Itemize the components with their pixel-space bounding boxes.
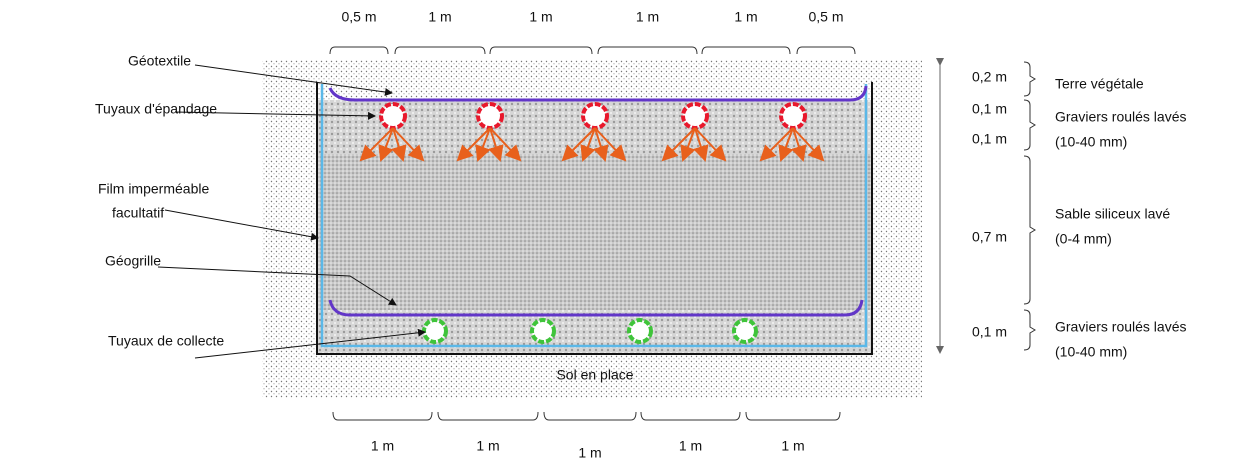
dimension-label: 1 m	[371, 438, 394, 454]
thickness-label: 0,2 m	[972, 69, 1007, 85]
component-label: Film imperméable	[98, 181, 209, 197]
dimension-bracket	[543, 411, 637, 421]
dimension-bracket	[489, 46, 593, 55]
dimension-bracket	[796, 46, 856, 55]
collect-pipe	[422, 318, 448, 344]
layer-bracket	[1023, 309, 1036, 351]
dimension-label: 1 m	[734, 9, 757, 25]
dimension-bracket	[329, 46, 389, 55]
layer-label: Terre végétale	[1055, 76, 1144, 92]
spray-pipe	[581, 102, 609, 130]
spray-arrow	[488, 127, 504, 162]
spray-arrow	[580, 127, 596, 162]
dimension-label: 1 m	[636, 9, 659, 25]
leader-line	[194, 328, 426, 359]
spray-arrow	[561, 127, 596, 162]
component-label: Géotextile	[128, 53, 191, 69]
spray-arrow	[693, 127, 709, 162]
layer-bracket	[1023, 99, 1036, 151]
excavation	[316, 82, 873, 355]
dimension-label: 1 m	[476, 438, 499, 454]
layer-label: Graviers roulés lavés	[1055, 109, 1187, 125]
spray-arrow	[456, 127, 491, 162]
spray-pipe	[779, 102, 807, 130]
leader-line	[194, 64, 393, 96]
spray-arrow	[593, 127, 609, 162]
component-label: Tuyaux de collecte	[108, 333, 224, 349]
dimension-label: 1 m	[781, 438, 804, 454]
collect-pipe	[627, 318, 653, 344]
leader-line	[174, 111, 376, 120]
content: 0,5 m 1 m 1 m 1 m 1 m 0,5 m 1 m 1 m 1 m 1 m 1 m Géo…	[95, 9, 1187, 461]
dimension-bracket	[394, 46, 486, 55]
spray-arrow	[489, 127, 522, 162]
spray-arrow	[392, 127, 425, 162]
dimension-label: 0,5 m	[341, 9, 376, 25]
layer-label: (10-40 mm)	[1055, 344, 1127, 360]
dimension-bracket	[597, 46, 698, 55]
dimension-bracket	[701, 46, 791, 55]
thickness-label: 0,7 m	[972, 229, 1007, 245]
dimension-label: 1 m	[428, 9, 451, 25]
film	[320, 84, 868, 348]
geogrid	[328, 299, 864, 317]
spray-pipe	[476, 102, 504, 130]
layer-bracket	[1023, 155, 1036, 305]
ground-label: Sol en place	[556, 367, 633, 383]
spray-arrow	[680, 127, 696, 162]
spray-pipe	[379, 102, 407, 130]
leader-line	[164, 209, 319, 241]
thickness-label: 0,1 m	[972, 101, 1007, 117]
spray-arrow	[792, 127, 825, 162]
spray-arrow	[661, 127, 696, 162]
geotextile	[328, 85, 868, 102]
dimension-label: 1 m	[679, 438, 702, 454]
dimension-bracket	[332, 411, 433, 421]
spray-arrow	[759, 127, 794, 162]
layer-label: (10-40 mm)	[1055, 134, 1127, 150]
component-label: Tuyaux d'épandage	[95, 101, 217, 117]
spray-arrow	[378, 127, 394, 162]
spray-arrow	[694, 127, 727, 162]
thickness-label: 0,1 m	[972, 324, 1007, 340]
topsoil	[317, 60, 872, 100]
dimension-label: 1 m	[529, 9, 552, 25]
dimension-bracket	[437, 411, 539, 421]
component-label: facultatif	[112, 205, 164, 221]
spray-arrow	[778, 127, 794, 162]
spray-arrow	[791, 127, 807, 162]
gravel-bottom	[317, 310, 872, 354]
dimension-label: 1 m	[578, 445, 601, 461]
component-label: Géogrille	[105, 253, 161, 269]
collect-pipe	[732, 318, 758, 344]
spray-arrow	[391, 127, 407, 162]
layer-bracket	[1023, 61, 1036, 97]
spray-pipe	[681, 102, 709, 130]
spray-arrow	[475, 127, 491, 162]
layer-label: Sable siliceux lavé	[1055, 206, 1170, 222]
leader-line	[157, 266, 397, 306]
spray-arrow	[594, 127, 627, 162]
collect-pipe	[530, 318, 556, 344]
dimension-label: 0,5 m	[808, 9, 843, 25]
spray-arrow	[359, 127, 394, 162]
thickness-label: 0,1 m	[972, 131, 1007, 147]
dimension-bracket	[640, 411, 741, 421]
layer-label: (0-4 mm)	[1055, 231, 1112, 247]
layer-label: Graviers roulés lavés	[1055, 319, 1187, 335]
dimension-bracket	[745, 411, 841, 421]
